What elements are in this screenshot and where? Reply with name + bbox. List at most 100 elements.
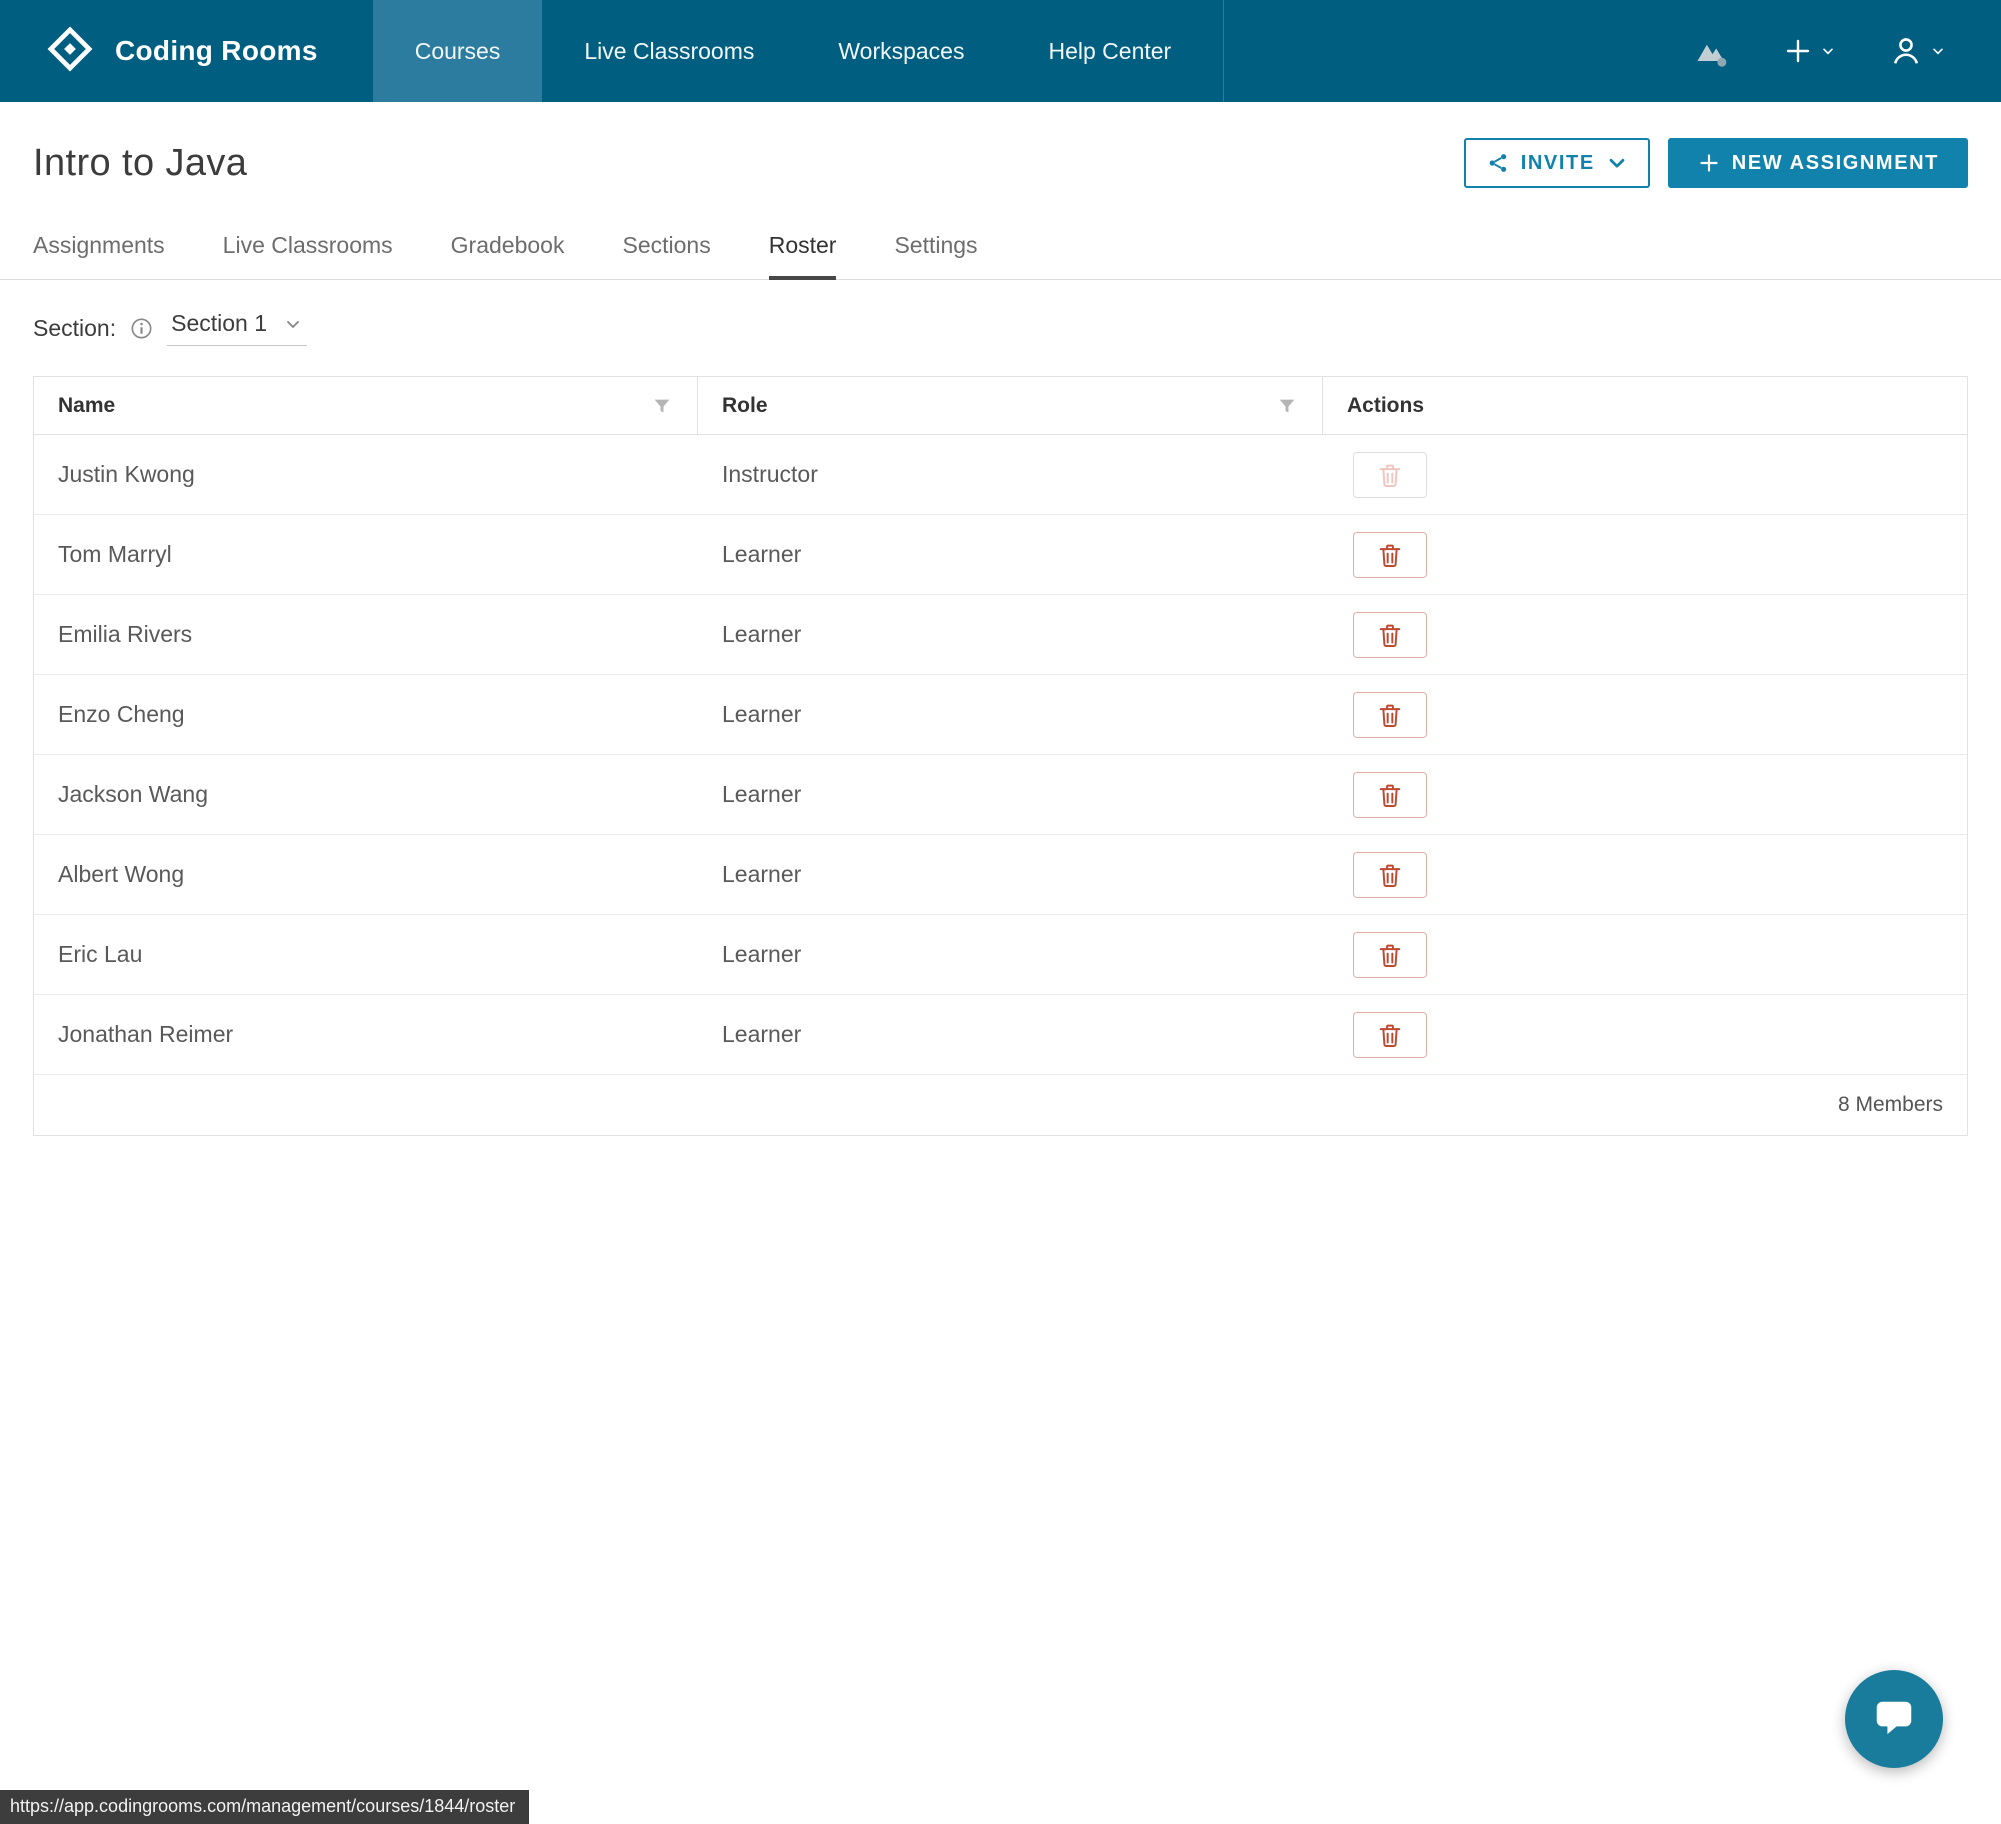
column-header-name: Name xyxy=(34,377,698,434)
chat-bubble-icon xyxy=(1871,1696,1917,1742)
row-actions xyxy=(1323,691,1967,738)
column-header-name-label: Name xyxy=(58,393,116,417)
navbar-divider xyxy=(1223,0,1225,102)
member-role: Learner xyxy=(722,861,802,887)
invite-button[interactable]: INVITE xyxy=(1463,138,1650,188)
share-icon xyxy=(1486,151,1510,175)
roster-table: Name Role Actions Justin Kwong Instructo… xyxy=(33,376,1968,1136)
table-row: Enzo Cheng Learner xyxy=(34,675,1967,755)
trash-icon xyxy=(1376,461,1404,489)
section-select[interactable]: Section 1 xyxy=(167,310,308,346)
info-icon[interactable] xyxy=(129,316,154,341)
tab-gradebook[interactable]: Gradebook xyxy=(450,232,565,258)
brand-name: Coding Rooms xyxy=(115,35,318,66)
member-name: Justin Kwong xyxy=(58,461,195,487)
link-preview-status-bar: https://app.codingrooms.com/management/c… xyxy=(0,1790,530,1824)
tab-live-classrooms[interactable]: Live Classrooms xyxy=(222,232,393,258)
roster-table-header: Name Role Actions xyxy=(34,377,1967,435)
delete-member-button[interactable] xyxy=(1353,691,1427,738)
tab-assignments[interactable]: Assignments xyxy=(33,232,165,258)
page-header: Intro to Java INVITE NEW ASSIGNMENT xyxy=(0,102,2001,188)
trash-icon xyxy=(1376,701,1404,729)
add-menu-button[interactable] xyxy=(1782,35,1836,67)
page-title: Intro to Java xyxy=(33,141,248,184)
member-name: Jackson Wang xyxy=(58,781,208,807)
member-role: Learner xyxy=(722,941,802,967)
chevron-down-icon xyxy=(1606,152,1628,174)
brand[interactable]: Coding Rooms xyxy=(0,0,318,102)
coding-rooms-logo-icon xyxy=(45,24,95,79)
table-row: Jonathan Reimer Learner xyxy=(34,995,1967,1075)
row-actions xyxy=(1323,771,1967,818)
row-actions xyxy=(1323,851,1967,898)
nav-item-courses[interactable]: Courses xyxy=(372,0,543,102)
course-tabs: Assignments Live Classrooms Gradebook Se… xyxy=(0,232,2001,280)
main-nav: Courses Live Classrooms Workspaces Help … xyxy=(372,0,1214,102)
member-name: Tom Marryl xyxy=(58,541,172,567)
member-role: Learner xyxy=(722,621,802,647)
plus-icon xyxy=(1697,151,1721,175)
delete-member-button[interactable] xyxy=(1353,851,1427,898)
member-role: Learner xyxy=(722,701,802,727)
table-row: Eric Lau Learner xyxy=(34,915,1967,995)
column-header-actions: Actions xyxy=(1323,377,1967,434)
trash-icon xyxy=(1376,621,1404,649)
trash-icon xyxy=(1376,781,1404,809)
delete-member-button[interactable] xyxy=(1353,771,1427,818)
nav-item-live-classrooms[interactable]: Live Classrooms xyxy=(584,37,755,64)
row-actions xyxy=(1323,931,1967,978)
trash-icon xyxy=(1376,941,1404,969)
column-header-actions-label: Actions xyxy=(1347,393,1425,417)
top-navbar: Coding Rooms Courses Live Classrooms Wor… xyxy=(0,0,2001,102)
member-name: Jonathan Reimer xyxy=(58,1021,234,1047)
navbar-right xyxy=(1690,0,2001,102)
header-actions: INVITE NEW ASSIGNMENT xyxy=(1463,138,1968,188)
table-row: Jackson Wang Learner xyxy=(34,755,1967,835)
column-header-role: Role xyxy=(698,377,1323,434)
column-header-role-label: Role xyxy=(722,393,768,417)
table-row: Albert Wong Learner xyxy=(34,835,1967,915)
chevron-down-icon xyxy=(1930,43,1946,59)
member-name: Eric Lau xyxy=(58,941,143,967)
row-actions xyxy=(1323,611,1967,658)
member-role: Learner xyxy=(722,781,802,807)
tab-roster[interactable]: Roster xyxy=(768,232,836,280)
user-menu-button[interactable] xyxy=(1888,33,1946,69)
nav-item-help-center[interactable]: Help Center xyxy=(1048,37,1172,64)
section-picker-row: Section: Section 1 xyxy=(0,310,2001,346)
member-name: Albert Wong xyxy=(58,861,185,887)
trash-icon xyxy=(1376,861,1404,889)
tab-sections[interactable]: Sections xyxy=(622,232,711,258)
row-actions xyxy=(1323,1011,1967,1058)
member-role: Learner xyxy=(722,1021,802,1047)
filter-icon[interactable] xyxy=(651,395,673,417)
invite-button-label: INVITE xyxy=(1520,151,1595,174)
delete-member-button xyxy=(1353,451,1427,498)
section-label: Section: xyxy=(33,314,117,341)
member-name: Emilia Rivers xyxy=(58,621,193,647)
delete-member-button[interactable] xyxy=(1353,931,1427,978)
tab-settings[interactable]: Settings xyxy=(894,232,978,258)
user-icon xyxy=(1888,33,1924,69)
mountain-icon[interactable] xyxy=(1690,31,1730,71)
filter-icon[interactable] xyxy=(1276,395,1298,417)
row-actions xyxy=(1323,531,1967,578)
chat-launcher-button[interactable] xyxy=(1845,1670,1943,1768)
status-url: https://app.codingrooms.com/management/c… xyxy=(10,1796,516,1816)
member-role: Learner xyxy=(722,541,802,567)
member-role: Instructor xyxy=(722,461,818,487)
nav-item-workspaces[interactable]: Workspaces xyxy=(838,37,965,64)
delete-member-button[interactable] xyxy=(1353,611,1427,658)
plus-icon xyxy=(1782,35,1814,67)
table-row: Justin Kwong Instructor xyxy=(34,435,1967,515)
delete-member-button[interactable] xyxy=(1353,531,1427,578)
section-select-value: Section 1 xyxy=(171,310,268,336)
trash-icon xyxy=(1376,541,1404,569)
delete-member-button[interactable] xyxy=(1353,1011,1427,1058)
new-assignment-button[interactable]: NEW ASSIGNMENT xyxy=(1667,138,1968,188)
table-row: Tom Marryl Learner xyxy=(34,515,1967,595)
member-count: 8 Members xyxy=(1837,1093,1943,1116)
table-footer: 8 Members xyxy=(34,1075,1967,1135)
chevron-down-icon xyxy=(1820,43,1836,59)
new-assignment-button-label: NEW ASSIGNMENT xyxy=(1731,151,1939,174)
